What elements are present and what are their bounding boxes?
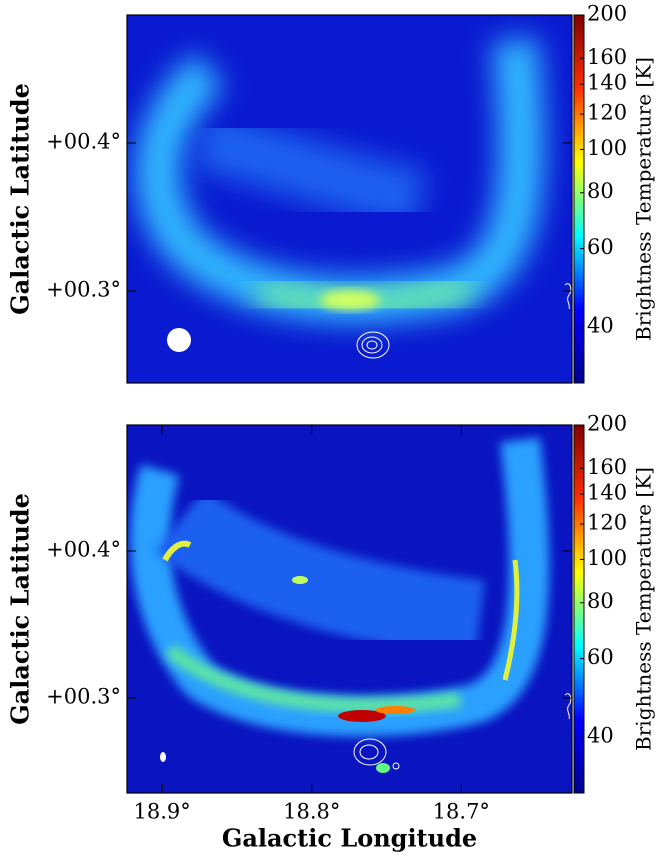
colorbar-tick-label: 60 xyxy=(587,235,614,259)
x-tick-label: 18.7° xyxy=(433,800,490,824)
y-tick-label: +00.3° xyxy=(46,277,121,301)
colorbar-label: Brightness Temperature [K] xyxy=(632,57,656,341)
y-tick-label: +00.3° xyxy=(46,685,121,709)
colorbar-tick-label: 100 xyxy=(587,546,627,570)
colorbar-tick-label: 120 xyxy=(587,101,627,125)
colorbar-tick-label: 80 xyxy=(587,589,614,613)
y-tick-label: +00.4° xyxy=(46,537,121,561)
y-axis-label: Galactic Latitude xyxy=(6,493,35,725)
plot-frame xyxy=(126,14,573,384)
colorbar-tick-label: 160 xyxy=(587,455,627,479)
colorbar-tick-label: 140 xyxy=(587,481,627,505)
colorbar-tick-label: 60 xyxy=(587,645,614,669)
colorbar-tick-label: 200 xyxy=(587,412,627,436)
y-tick-label: +00.4° xyxy=(46,129,121,153)
colorbar-tick-label: 160 xyxy=(587,45,627,69)
colorbar-label: Brightness Temperature [K] xyxy=(632,467,656,751)
colorbar-tick-label: 80 xyxy=(587,179,614,203)
x-axis-label: Galactic Longitude xyxy=(222,824,477,853)
map-top xyxy=(127,15,572,383)
plot-frame xyxy=(126,424,573,794)
map-bottom xyxy=(127,425,572,793)
colorbar-tick-label: 40 xyxy=(587,314,614,338)
colorbar xyxy=(573,424,585,794)
y-axis-label: Galactic Latitude xyxy=(6,83,35,315)
colorbar-tick-label: 40 xyxy=(587,724,614,748)
colorbar-tick-label: 120 xyxy=(587,511,627,535)
colorbar-tick-label: 100 xyxy=(587,136,627,160)
colorbar xyxy=(573,14,585,384)
colorbar-tick-label: 200 xyxy=(587,2,627,26)
x-tick-label: 18.9° xyxy=(134,800,191,824)
x-tick-label: 18.8° xyxy=(283,800,340,824)
colorbar-tick-label: 140 xyxy=(587,71,627,95)
